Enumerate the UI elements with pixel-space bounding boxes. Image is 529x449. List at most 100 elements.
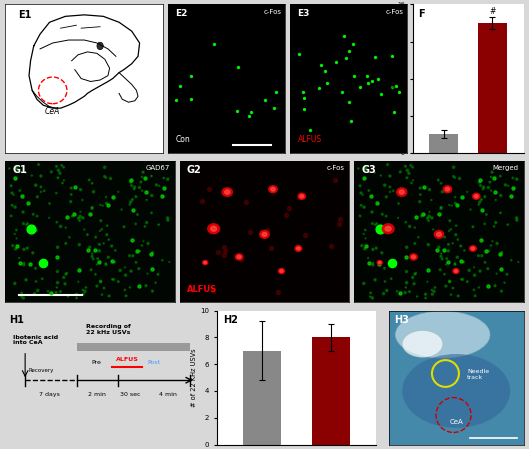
Circle shape: [278, 269, 285, 273]
Circle shape: [471, 247, 475, 250]
Point: [101, 173, 109, 180]
Point: [362, 165, 370, 172]
Point: [67, 185, 76, 192]
Point: [242, 198, 251, 205]
Point: [484, 184, 492, 191]
Point: [37, 188, 45, 195]
Point: [70, 211, 78, 218]
Point: [33, 287, 42, 294]
Point: [88, 204, 96, 211]
Point: [471, 292, 479, 299]
Point: [114, 188, 122, 195]
Point: [209, 287, 217, 295]
Point: [396, 168, 405, 176]
Point: [88, 253, 96, 260]
Point: [378, 227, 386, 234]
Point: [379, 290, 388, 297]
Point: [491, 219, 500, 226]
Point: [22, 276, 30, 283]
Bar: [77, 343, 190, 351]
Point: [507, 257, 515, 264]
Point: [11, 230, 19, 238]
Point: [186, 95, 195, 102]
Text: G2: G2: [187, 165, 202, 175]
Point: [388, 52, 396, 59]
Point: [458, 194, 466, 201]
Circle shape: [436, 233, 441, 236]
Point: [386, 183, 394, 190]
Point: [434, 244, 443, 251]
Point: [436, 266, 444, 273]
Circle shape: [454, 270, 458, 272]
Point: [20, 246, 28, 253]
Point: [13, 242, 21, 250]
Point: [58, 180, 67, 187]
Point: [491, 196, 500, 203]
Point: [466, 206, 475, 213]
Point: [477, 237, 485, 244]
Point: [386, 172, 394, 180]
Point: [389, 187, 397, 194]
Point: [366, 293, 375, 300]
Point: [446, 226, 455, 233]
Point: [384, 161, 392, 168]
Point: [76, 186, 85, 193]
Point: [354, 165, 362, 172]
Point: [477, 196, 486, 203]
Point: [102, 174, 110, 181]
Text: c-Fos: c-Fos: [326, 165, 344, 171]
Point: [138, 173, 146, 180]
Text: Needle
track: Needle track: [467, 370, 489, 380]
Point: [103, 222, 112, 229]
Point: [158, 257, 167, 264]
Point: [368, 295, 377, 302]
Point: [110, 259, 118, 266]
Point: [38, 259, 47, 266]
Point: [246, 229, 254, 236]
Point: [475, 284, 483, 291]
Point: [355, 83, 364, 90]
Point: [101, 164, 109, 171]
Point: [378, 249, 386, 256]
Point: [147, 209, 156, 216]
Circle shape: [295, 246, 302, 251]
Point: [406, 162, 415, 169]
Point: [470, 272, 479, 279]
Point: [396, 289, 404, 296]
Point: [102, 261, 110, 268]
Point: [434, 211, 443, 218]
Point: [401, 163, 409, 170]
Point: [92, 233, 100, 241]
Point: [374, 76, 382, 83]
Point: [487, 187, 496, 194]
Point: [285, 204, 294, 211]
Point: [480, 220, 489, 228]
Point: [158, 193, 166, 200]
Point: [56, 288, 65, 295]
Point: [299, 94, 308, 101]
Point: [367, 193, 375, 200]
Point: [387, 275, 395, 282]
Circle shape: [399, 190, 404, 194]
Point: [83, 247, 92, 254]
Point: [457, 257, 465, 264]
Point: [440, 246, 448, 253]
Point: [136, 178, 145, 185]
Point: [88, 250, 96, 257]
Point: [282, 211, 291, 219]
Point: [54, 174, 62, 181]
Point: [209, 40, 218, 48]
Point: [403, 174, 411, 181]
Text: Ibotenic acid
into CeA: Ibotenic acid into CeA: [13, 335, 58, 345]
Point: [15, 255, 23, 262]
Point: [368, 208, 376, 216]
Point: [17, 193, 26, 200]
Circle shape: [385, 226, 391, 231]
Text: Recovery: Recovery: [29, 368, 54, 373]
Point: [89, 188, 98, 195]
Point: [130, 185, 139, 193]
Point: [457, 276, 466, 283]
Point: [422, 295, 430, 302]
Point: [402, 268, 411, 275]
Point: [60, 177, 68, 184]
